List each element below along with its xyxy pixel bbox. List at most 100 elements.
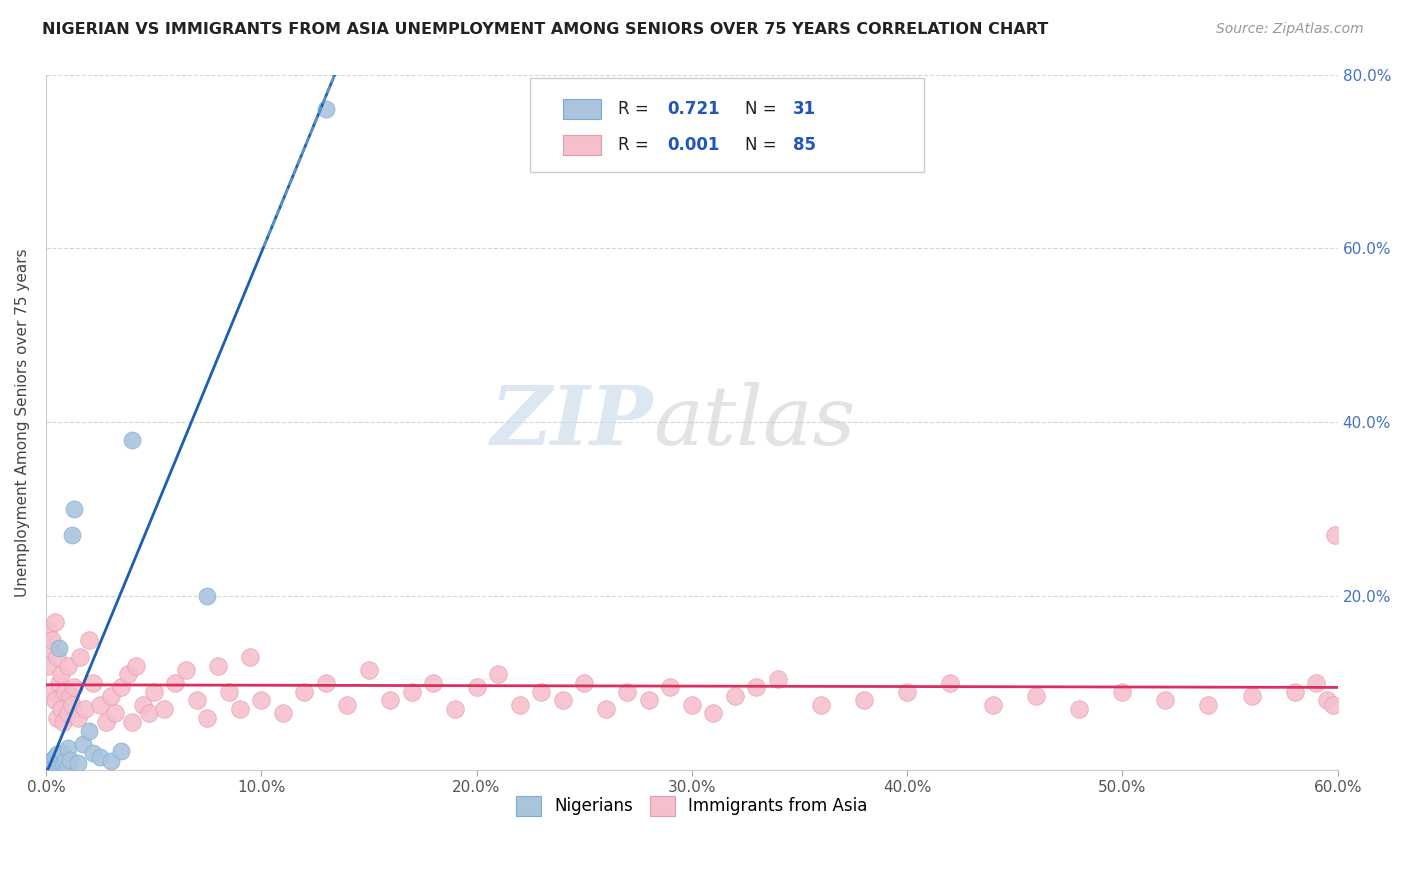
Point — [766, 672, 789, 686]
Point — [315, 676, 337, 690]
Point — [77, 723, 100, 738]
Text: 0.721: 0.721 — [668, 100, 720, 118]
Point — [45, 747, 67, 762]
Point — [60, 528, 83, 542]
Point — [292, 685, 315, 699]
Point — [39, 760, 62, 774]
Point — [59, 689, 82, 703]
Point — [37, 758, 59, 772]
Point — [63, 681, 86, 695]
Point — [104, 706, 127, 721]
Point — [63, 502, 86, 516]
Point — [72, 737, 94, 751]
Point — [153, 702, 176, 716]
Text: Source: ZipAtlas.com: Source: ZipAtlas.com — [1216, 22, 1364, 37]
Point — [336, 698, 359, 712]
Point — [1198, 698, 1220, 712]
Point — [896, 685, 918, 699]
Point — [39, 756, 62, 770]
Point — [73, 702, 96, 716]
Point — [89, 698, 111, 712]
Point — [56, 741, 79, 756]
Point — [659, 681, 682, 695]
Point — [250, 693, 273, 707]
Point — [197, 711, 219, 725]
Point — [1069, 702, 1091, 716]
Point — [197, 589, 219, 603]
Point — [165, 676, 187, 690]
Point — [52, 756, 75, 770]
Point — [100, 689, 122, 703]
Point — [48, 641, 70, 656]
Point — [853, 693, 876, 707]
Point — [125, 658, 148, 673]
Legend: Nigerians, Immigrants from Asia: Nigerians, Immigrants from Asia — [508, 788, 876, 824]
Point — [1305, 676, 1327, 690]
Point — [117, 667, 139, 681]
Point — [509, 698, 531, 712]
FancyBboxPatch shape — [562, 135, 602, 155]
Point — [1324, 528, 1347, 542]
Y-axis label: Unemployment Among Seniors over 75 years: Unemployment Among Seniors over 75 years — [15, 248, 30, 597]
Point — [121, 715, 143, 730]
Point — [37, 624, 59, 638]
Point — [138, 706, 160, 721]
Point — [271, 706, 294, 721]
Point — [1240, 689, 1263, 703]
Point — [67, 756, 90, 770]
Point — [218, 685, 240, 699]
Point — [380, 693, 402, 707]
Text: R =: R = — [619, 136, 654, 154]
Point — [1284, 685, 1306, 699]
Point — [110, 681, 132, 695]
Point — [60, 698, 83, 712]
Point — [174, 663, 197, 677]
Point — [1316, 693, 1339, 707]
Point — [56, 706, 79, 721]
Point — [486, 667, 509, 681]
Point — [41, 685, 63, 699]
Point — [53, 685, 76, 699]
Point — [82, 676, 104, 690]
Point — [45, 711, 67, 725]
Point — [572, 676, 595, 690]
Point — [465, 681, 488, 695]
Point — [810, 698, 832, 712]
Point — [530, 685, 553, 699]
Point — [41, 632, 63, 647]
Point — [48, 676, 70, 690]
Point — [52, 746, 75, 760]
Text: ZIP: ZIP — [491, 383, 652, 462]
Point — [45, 756, 67, 770]
Point — [401, 685, 423, 699]
Point — [551, 693, 574, 707]
Point — [41, 759, 63, 773]
Point — [49, 702, 72, 716]
Text: 31: 31 — [793, 100, 815, 118]
Point — [637, 693, 659, 707]
Point — [132, 698, 155, 712]
Point — [89, 750, 111, 764]
Point — [53, 754, 76, 768]
Text: R =: R = — [619, 100, 654, 118]
Point — [44, 757, 66, 772]
Point — [56, 658, 79, 673]
Point — [745, 681, 768, 695]
Point — [616, 685, 638, 699]
Point — [48, 754, 70, 768]
Point — [56, 758, 79, 772]
Point — [142, 685, 165, 699]
Text: 0.001: 0.001 — [668, 136, 720, 154]
Point — [422, 676, 444, 690]
Point — [100, 754, 122, 768]
Point — [67, 711, 90, 725]
Point — [69, 650, 91, 665]
Point — [1154, 693, 1177, 707]
Point — [702, 706, 724, 721]
Text: N =: N = — [745, 100, 782, 118]
Text: atlas: atlas — [652, 383, 855, 462]
Point — [681, 698, 703, 712]
Point — [59, 753, 82, 767]
Point — [52, 715, 75, 730]
Point — [981, 698, 1004, 712]
